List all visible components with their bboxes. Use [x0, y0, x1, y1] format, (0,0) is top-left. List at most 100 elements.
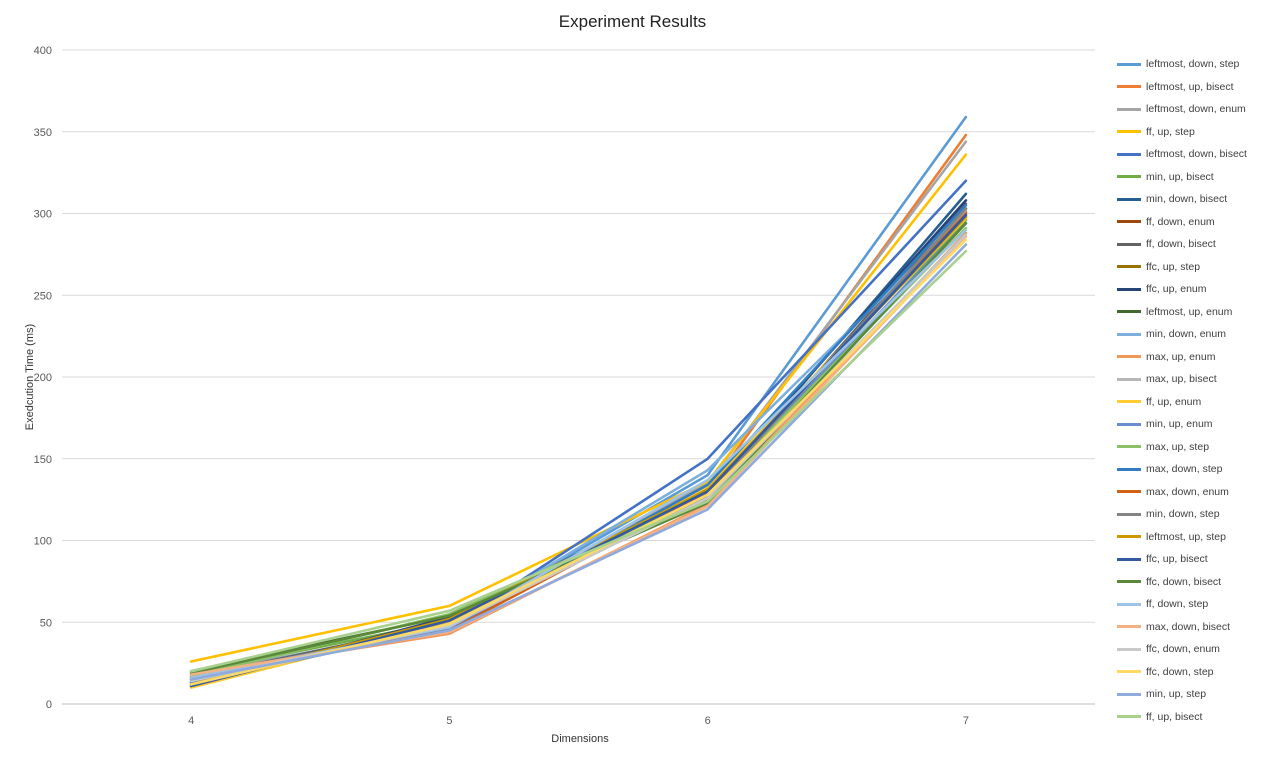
legend-label: ffc, down, step — [1146, 665, 1214, 678]
y-tick-label: 200 — [34, 372, 52, 384]
legend-swatch — [1117, 512, 1141, 516]
legend-entry: ff, up, bisect — [1117, 706, 1267, 729]
legend-swatch — [1117, 422, 1141, 426]
legend-entry: leftmost, down, enum — [1117, 98, 1267, 121]
y-tick-label: 400 — [34, 45, 52, 57]
legend-label: ffc, up, bisect — [1146, 553, 1208, 566]
y-tick-label: 250 — [34, 290, 52, 302]
legend-swatch — [1117, 310, 1141, 314]
legend-swatch — [1117, 355, 1141, 359]
legend-entry: ffc, up, enum — [1117, 278, 1267, 301]
series-line — [189, 217, 968, 689]
legend-label: min, up, step — [1146, 688, 1207, 701]
y-tick-label: 150 — [34, 454, 52, 466]
legend-entry: ff, up, step — [1117, 121, 1267, 144]
legend-swatch — [1117, 332, 1141, 336]
legend-entry: max, up, enum — [1117, 346, 1267, 369]
axes: 0 50 100 150 200 250 300 350 400 4 5 6 7 — [34, 45, 969, 727]
legend-entry: ff, up, enum — [1117, 391, 1267, 414]
legend-swatch — [1117, 220, 1141, 224]
gridlines — [62, 49, 1095, 705]
legend-swatch — [1117, 287, 1141, 291]
legend-entry: ff, down, bisect — [1117, 233, 1267, 256]
series-line — [189, 208, 968, 681]
legend-swatch — [1117, 692, 1141, 696]
x-tick-label: 7 — [963, 715, 969, 727]
y-axis-title: Exedcution Time (ms) — [24, 323, 36, 431]
legend-entry: max, down, enum — [1117, 481, 1267, 504]
legend-label: ff, down, bisect — [1146, 238, 1216, 251]
legend-label: ffc, up, step — [1146, 260, 1201, 273]
legend-label: ffc, down, enum — [1146, 643, 1220, 656]
legend-entry: max, down, step — [1117, 458, 1267, 481]
legend-swatch — [1117, 107, 1141, 111]
series-line — [189, 213, 968, 680]
series-line — [189, 179, 968, 685]
series-line — [189, 153, 968, 663]
legend-label: ffc, down, bisect — [1146, 575, 1222, 588]
legend-label: max, down, bisect — [1146, 620, 1231, 633]
legend-label: leftmost, up, step — [1146, 530, 1226, 543]
legend-swatch — [1117, 242, 1141, 246]
legend-swatch — [1117, 580, 1141, 584]
x-axis-title: Dimensions — [551, 733, 609, 745]
series-line — [189, 133, 968, 681]
y-tick-label: 300 — [34, 209, 52, 221]
series-line — [189, 192, 968, 683]
legend-swatch — [1117, 152, 1141, 156]
legend-label: leftmost, down, step — [1146, 58, 1240, 71]
legend-swatch — [1117, 557, 1141, 561]
legend-swatch — [1117, 715, 1141, 719]
legend-label: leftmost, up, enum — [1146, 305, 1233, 318]
series-lines — [189, 115, 968, 689]
legend-label: ff, down, step — [1146, 598, 1209, 611]
legend-entry: ffc, down, bisect — [1117, 571, 1267, 594]
legend-swatch — [1117, 490, 1141, 494]
legend-swatch — [1117, 62, 1141, 66]
series-line — [189, 212, 968, 680]
legend-label: leftmost, down, enum — [1146, 103, 1246, 116]
series-line — [189, 249, 968, 673]
legend-swatch — [1117, 377, 1141, 381]
y-tick-label: 350 — [34, 127, 52, 139]
legend-entry: ff, down, enum — [1117, 211, 1267, 234]
legend: leftmost, down, step leftmost, up, bisect… — [1117, 53, 1267, 728]
plot-area: 0 50 100 150 200 250 300 350 400 4 5 6 7 — [34, 45, 1095, 727]
legend-label: min, down, bisect — [1146, 193, 1228, 206]
series-line — [189, 140, 968, 678]
legend-entry: ffc, down, enum — [1117, 638, 1267, 661]
chart-title: Experiment Results — [558, 12, 707, 31]
legend-entry: min, down, enum — [1117, 323, 1267, 346]
legend-entry: ffc, up, bisect — [1117, 548, 1267, 571]
legend-swatch — [1117, 400, 1141, 404]
legend-label: leftmost, up, bisect — [1146, 80, 1234, 93]
y-tick-label: 0 — [46, 699, 52, 711]
x-tick-label: 4 — [188, 715, 194, 727]
legend-swatch — [1117, 535, 1141, 539]
legend-label: leftmost, down, bisect — [1146, 148, 1247, 161]
legend-entry: ffc, up, step — [1117, 256, 1267, 279]
legend-entry: min, up, enum — [1117, 413, 1267, 436]
legend-swatch — [1117, 670, 1141, 674]
legend-label: min, up, enum — [1146, 418, 1213, 431]
legend-entry: max, down, bisect — [1117, 616, 1267, 639]
legend-label: ff, up, enum — [1146, 395, 1202, 408]
legend-entry: min, up, step — [1117, 683, 1267, 706]
legend-entry: leftmost, up, enum — [1117, 301, 1267, 324]
legend-label: min, down, enum — [1146, 328, 1226, 341]
legend-swatch — [1117, 130, 1141, 134]
series-line — [189, 213, 968, 688]
legend-label: ffc, up, enum — [1146, 283, 1207, 296]
series-line — [189, 222, 968, 683]
legend-label: ff, up, step — [1146, 125, 1195, 138]
legend-label: max, up, enum — [1146, 350, 1216, 363]
legend-swatch — [1117, 85, 1141, 89]
legend-label: max, down, enum — [1146, 485, 1229, 498]
x-tick-label: 6 — [705, 715, 711, 727]
y-tick-label: 100 — [34, 536, 52, 548]
series-line — [189, 215, 968, 686]
legend-label: min, down, step — [1146, 508, 1220, 521]
legend-entry: leftmost, up, step — [1117, 526, 1267, 549]
legend-swatch — [1117, 602, 1141, 606]
series-line — [189, 199, 968, 688]
